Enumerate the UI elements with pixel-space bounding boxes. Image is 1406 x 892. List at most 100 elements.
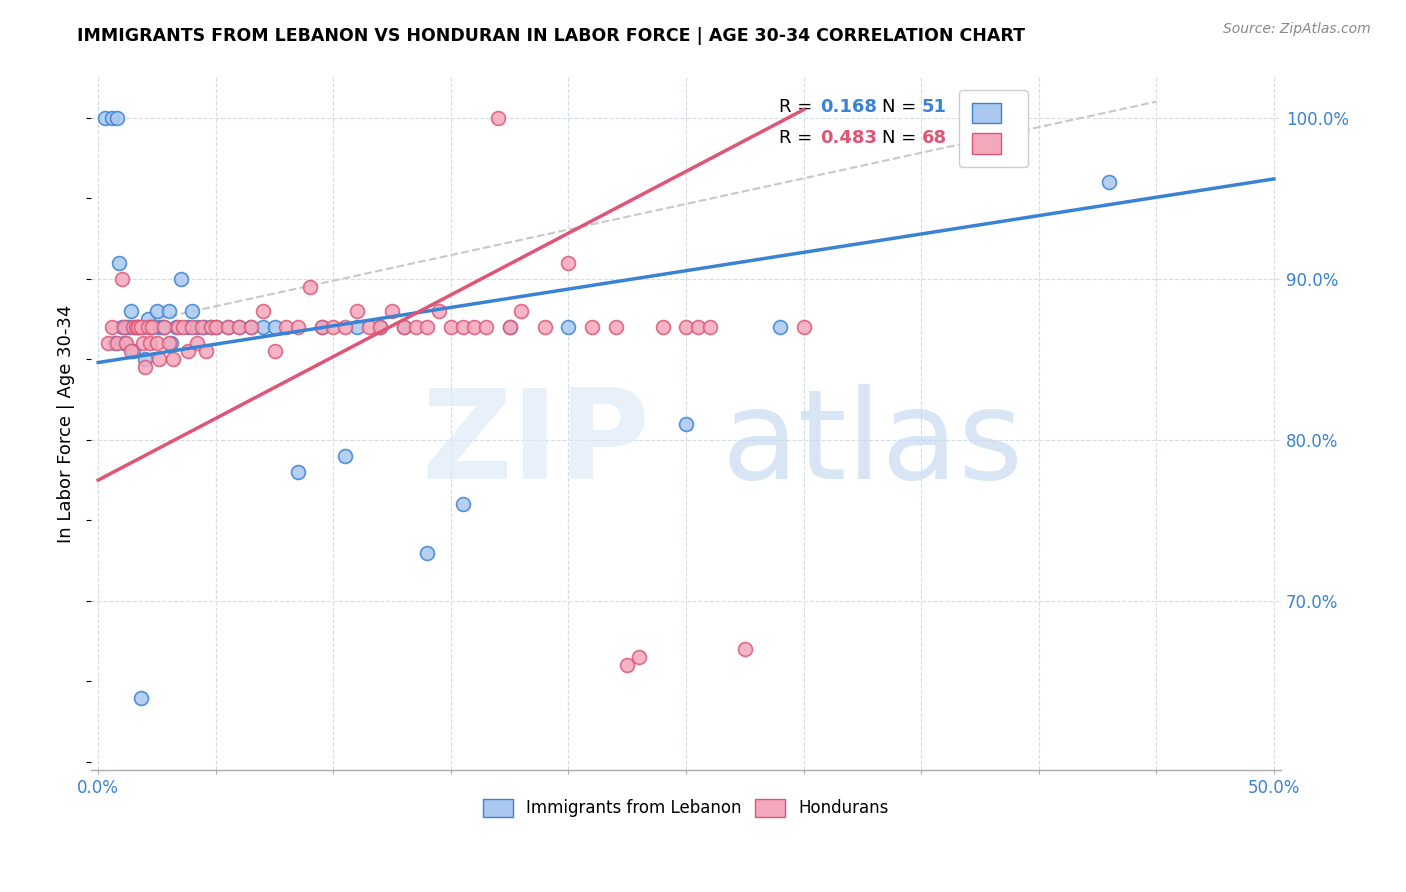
Point	[122, 320, 145, 334]
Point	[769, 320, 792, 334]
Point	[129, 320, 152, 334]
Point	[605, 320, 627, 334]
Point	[252, 320, 274, 334]
Point	[699, 320, 721, 334]
Point	[193, 320, 215, 334]
Point	[190, 320, 212, 334]
Point	[451, 320, 474, 334]
Point	[127, 320, 149, 334]
Text: atlas: atlas	[721, 384, 1024, 505]
Point	[125, 320, 148, 334]
Point	[486, 111, 509, 125]
Point	[263, 344, 285, 359]
Point	[139, 320, 162, 334]
Point	[440, 320, 463, 334]
Point	[136, 320, 159, 334]
Point	[105, 111, 128, 125]
Point	[167, 320, 190, 334]
Point	[134, 360, 156, 375]
Point	[148, 320, 170, 334]
Point	[252, 304, 274, 318]
Point	[263, 320, 285, 334]
Point	[141, 320, 163, 334]
Point	[499, 320, 522, 334]
Point	[370, 320, 392, 334]
Text: R =: R =	[779, 128, 818, 146]
Point	[120, 344, 142, 359]
Point	[181, 320, 204, 334]
Point	[557, 255, 579, 269]
Point	[240, 320, 263, 334]
Point	[105, 336, 128, 351]
Point	[287, 320, 309, 334]
Text: R =: R =	[779, 97, 818, 116]
Point	[333, 449, 356, 463]
Point	[557, 320, 579, 334]
Text: IMMIGRANTS FROM LEBANON VS HONDURAN IN LABOR FORCE | AGE 30-34 CORRELATION CHART: IMMIGRANTS FROM LEBANON VS HONDURAN IN L…	[77, 27, 1025, 45]
Point	[132, 320, 155, 334]
Point	[228, 320, 250, 334]
Point	[405, 320, 427, 334]
Point	[499, 320, 522, 334]
Point	[322, 320, 344, 334]
Point	[287, 465, 309, 479]
Point	[616, 658, 638, 673]
Point	[150, 320, 173, 334]
Point	[122, 344, 145, 359]
Point	[793, 320, 815, 334]
Point	[200, 320, 222, 334]
Point	[112, 336, 135, 351]
Point	[115, 336, 138, 351]
Point	[392, 320, 415, 334]
Point	[416, 545, 439, 559]
Y-axis label: In Labor Force | Age 30-34: In Labor Force | Age 30-34	[58, 304, 75, 543]
Text: Source: ZipAtlas.com: Source: ZipAtlas.com	[1223, 22, 1371, 37]
Point	[392, 320, 415, 334]
Legend: Immigrants from Lebanon, Hondurans: Immigrants from Lebanon, Hondurans	[477, 792, 896, 824]
Point	[200, 320, 222, 334]
Text: N =: N =	[883, 128, 922, 146]
Point	[346, 320, 368, 334]
Point	[276, 320, 298, 334]
Point	[451, 497, 474, 511]
Point	[141, 320, 163, 334]
Point	[370, 320, 392, 334]
Text: 51: 51	[922, 97, 946, 116]
Point	[734, 642, 756, 657]
Point	[534, 320, 557, 334]
Point	[108, 255, 131, 269]
Point	[381, 304, 404, 318]
Point	[686, 320, 709, 334]
Point	[217, 320, 239, 334]
Point	[94, 111, 117, 125]
Point	[176, 320, 198, 334]
Point	[186, 320, 208, 334]
Point	[101, 320, 124, 334]
Point	[176, 344, 198, 359]
Point	[510, 304, 533, 318]
Point	[675, 320, 697, 334]
Point	[104, 336, 127, 351]
Text: ZIP: ZIP	[422, 384, 651, 505]
Point	[111, 320, 134, 334]
Point	[169, 272, 191, 286]
Point	[311, 320, 333, 334]
Point	[204, 320, 226, 334]
Point	[172, 320, 194, 334]
Point	[160, 336, 183, 351]
Point	[186, 336, 208, 351]
Point	[112, 320, 135, 334]
Point	[118, 320, 141, 334]
Point	[146, 304, 169, 318]
Text: 68: 68	[922, 128, 946, 146]
Point	[581, 320, 603, 334]
Point	[628, 650, 651, 665]
Point	[416, 320, 439, 334]
Point	[1098, 175, 1121, 189]
Point	[204, 320, 226, 334]
Point	[157, 336, 180, 351]
Point	[651, 320, 673, 334]
Point	[153, 320, 176, 334]
Point	[675, 417, 697, 431]
Point	[357, 320, 380, 334]
